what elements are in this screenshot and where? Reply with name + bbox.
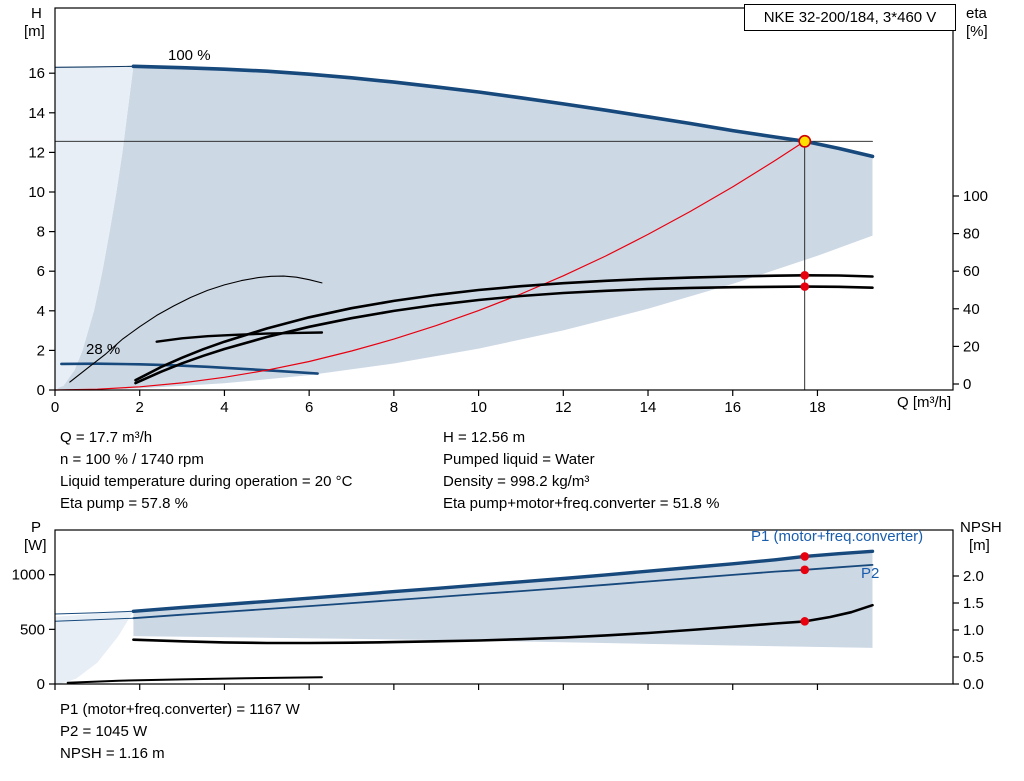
curve-100-ext: [54, 65, 134, 68]
q-axis-label: Q [m³/h]: [897, 394, 952, 411]
x-tick-label: 4: [220, 399, 228, 416]
h-axis-symbol: H: [31, 5, 42, 22]
h-axis-unit: [m]: [24, 23, 45, 40]
info-speed: n = 100 % / 1740 rpm: [60, 451, 204, 468]
info-p1: P1 (motor+freq.converter) = 1167 W: [60, 701, 300, 718]
y_left-tick-label: 4: [37, 303, 45, 320]
eta-total-dot: [800, 282, 810, 291]
y_left-tick-label: 12: [28, 144, 45, 161]
y_right-tick-label: 1.5: [963, 595, 984, 612]
y_right-tick-label: 0.0: [963, 676, 984, 693]
h-axis-label: H [m]: [24, 5, 45, 41]
pump-model-label: NKE 32-200/184, 3*460 V: [763, 9, 937, 26]
y_left-tick-label: 0: [37, 382, 45, 399]
x-tick-label: 2: [136, 399, 144, 416]
x-tick-label: 18: [809, 399, 826, 416]
y_left-tick-label: 2: [37, 342, 45, 359]
info-pumped-liquid: Pumped liquid = Water: [443, 451, 595, 468]
info-npsh: NPSH = 1.16 m: [60, 745, 165, 762]
duty-info-right: H = 12.56 m Pumped liquid = Water Densit…: [443, 427, 719, 515]
info-head: H = 12.56 m: [443, 429, 526, 446]
y_left-tick-label: 500: [20, 621, 45, 638]
power-envelope: [133, 551, 873, 648]
pump-model-box: NKE 32-200/184, 3*460 V: [744, 4, 956, 31]
y_right-tick-label: 100: [963, 188, 988, 205]
y_left-tick-label: 1000: [12, 567, 45, 584]
eta-pump-dot: [800, 271, 810, 280]
speed-28-label: 28 %: [86, 341, 121, 358]
eta-total-min-curve: [155, 331, 324, 343]
system-curve: [54, 140, 806, 391]
p1-curve: [131, 549, 875, 613]
info-eta-pump: Eta pump = 57.8 %: [60, 495, 188, 512]
x-tick-label: 10: [470, 399, 487, 416]
y_left-tick-label: 10: [28, 184, 45, 201]
p2-curve: [132, 564, 874, 620]
p-min-curve: [66, 676, 323, 684]
info-eta-total: Eta pump+motor+freq.converter = 51.8 %: [443, 495, 720, 512]
y_left-tick-label: 6: [37, 263, 45, 280]
x-tick-label: 14: [640, 399, 657, 416]
power_npsh-frame: [54, 529, 954, 685]
y_right-tick-label: 1.0: [963, 622, 984, 639]
qh-envelope: [57, 66, 873, 390]
y_right-tick-label: 40: [963, 301, 980, 318]
y_right-tick-label: 2.0: [963, 568, 984, 585]
x-tick-label: 12: [555, 399, 572, 416]
duty-info-left: Q = 17.7 m³/h n = 100 % / 1740 rpm Liqui…: [60, 427, 352, 515]
npsh-axis-symbol: NPSH: [960, 519, 1002, 536]
power-envelope-left: [55, 611, 134, 684]
qh-envelope-left: [55, 66, 134, 390]
y_right-tick-label: 60: [963, 263, 980, 280]
eta-total-curve: [134, 285, 874, 385]
x-tick-label: 16: [724, 399, 741, 416]
duty-point-marker[interactable]: [798, 134, 812, 148]
x-tick-label: 6: [305, 399, 313, 416]
p2-curve-label: P2: [861, 565, 880, 582]
y_right-tick-label: 0.5: [963, 649, 984, 666]
qh-frame: [54, 7, 954, 391]
qh-chart: 0 2 4 6 8 10 12 14 16 18 0 2 4 6 8 10 12 14 16 0 20 40 60 80 100: [28, 7, 988, 416]
p1-ext: [54, 610, 134, 615]
duty-info-bottom: P1 (motor+freq.converter) = 1167 W P2 = …: [60, 699, 300, 765]
p1-curve-label: P1 (motor+freq.converter): [751, 528, 924, 545]
p-axis-label: P [W]: [24, 519, 47, 555]
p2-ext: [54, 617, 134, 622]
info-density: Density = 998.2 kg/m³: [443, 473, 590, 490]
curve-100: [131, 64, 875, 159]
y_left-tick-label: 14: [28, 105, 45, 122]
curve-28: [60, 362, 319, 375]
p-axis-unit: [W]: [24, 537, 47, 554]
info-q: Q = 17.7 m³/h: [60, 429, 153, 446]
eta-pump-min-curve: [69, 275, 323, 383]
eta-axis-symbol: eta: [966, 5, 987, 22]
y_left-tick-label: 8: [37, 224, 45, 241]
y_left-tick-label: 16: [28, 65, 45, 82]
power_npsh-chart: 0 500 1000 0.0 0.5 1.0 1.5 2.0: [12, 529, 984, 693]
npsh-dot: [800, 617, 810, 626]
info-liquid-temp: Liquid temperature during operation = 20…: [60, 473, 353, 490]
npsh-curve: [132, 603, 874, 645]
p-axis-symbol: P: [31, 519, 42, 536]
x-tick-label: 0: [51, 399, 59, 416]
y_right-tick-label: 0: [963, 376, 971, 393]
x-tick-label: 8: [390, 399, 398, 416]
eta-axis-label: eta [%]: [966, 5, 988, 41]
npsh-axis-label: NPSH [m]: [960, 519, 1002, 555]
speed-100-label: 100 %: [168, 47, 211, 64]
npsh-axis-unit: [m]: [969, 537, 990, 554]
p1-dot: [800, 552, 810, 561]
info-p2: P2 = 1045 W: [60, 723, 148, 740]
eta-pump-curve: [134, 274, 874, 382]
p2-dot: [800, 565, 810, 575]
y_right-tick-label: 80: [963, 226, 980, 243]
y_right-tick-label: 20: [963, 338, 980, 355]
y_left-tick-label: 0: [37, 676, 45, 693]
eta-axis-unit: [%]: [966, 23, 988, 40]
